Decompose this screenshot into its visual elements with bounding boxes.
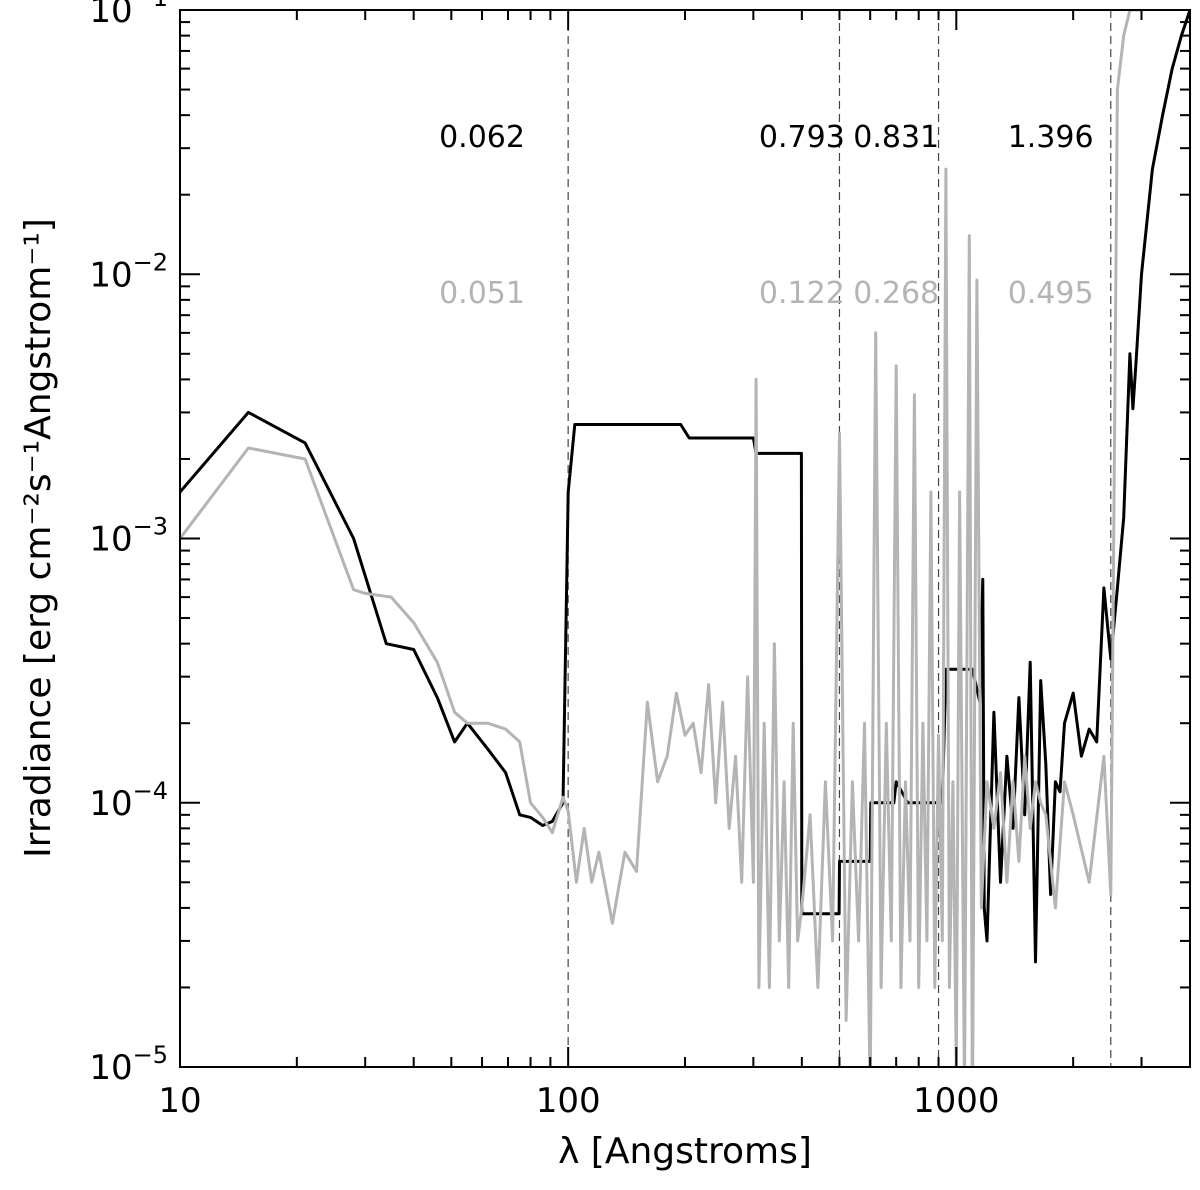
x-tick-label: 10 bbox=[158, 1081, 201, 1121]
band-value-label: 0.831 bbox=[853, 120, 939, 155]
y-tick-label: 10−2 bbox=[89, 248, 168, 295]
series-layer bbox=[180, 10, 1190, 1067]
x-tick-label: 100 bbox=[536, 1081, 601, 1121]
x-axis-ticks: 10 100 1000 bbox=[158, 10, 1191, 1121]
band-value-label: 0.122 bbox=[759, 276, 845, 311]
y-tick-label: 10−1 bbox=[89, 0, 168, 31]
x-axis-title: λ [Angstroms] bbox=[558, 1131, 812, 1172]
band-value-label: 1.396 bbox=[1008, 120, 1094, 155]
vertical-reference-lines bbox=[567, 10, 1112, 1067]
band-value-label: 0.495 bbox=[1008, 276, 1094, 311]
series-line-2 bbox=[180, 10, 1142, 1067]
y-axis-ticks: 10−5 10−4 10−3 10−2 10−1 bbox=[89, 0, 1190, 1088]
y-axis-title: Irradiance [erg cm⁻²s⁻¹Angstrom⁻¹] bbox=[18, 218, 59, 858]
y-tick-label: 10−4 bbox=[89, 777, 168, 824]
band-value-label: 0.268 bbox=[853, 276, 939, 311]
plot-frame bbox=[179, 9, 1191, 1068]
band-annotations: 0.062 0.793 0.831 1.396 0.051 0.122 0.268 0.495 bbox=[439, 120, 1093, 311]
band-value-label: 0.793 bbox=[759, 120, 845, 155]
y-tick-label: 10−3 bbox=[89, 513, 168, 560]
band-value-label: 0.062 bbox=[439, 120, 525, 155]
x-tick-label: 1000 bbox=[913, 1081, 1000, 1121]
y-tick-label: 10−5 bbox=[89, 1041, 168, 1088]
band-value-label: 0.051 bbox=[439, 276, 525, 311]
